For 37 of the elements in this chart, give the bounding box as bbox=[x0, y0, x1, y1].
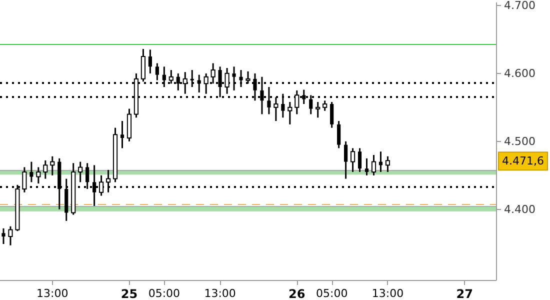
candlestick bbox=[43, 160, 48, 180]
x-tick-label: 13:00 bbox=[36, 287, 68, 300]
x-tick-label: 26 bbox=[288, 287, 306, 300]
candlestick bbox=[126, 108, 132, 142]
candlestick bbox=[322, 100, 328, 112]
candlestick bbox=[337, 120, 341, 149]
text: 4.471,6 bbox=[502, 154, 544, 168]
candlestick bbox=[78, 161, 83, 183]
candlestick bbox=[30, 161, 34, 183]
candlestick bbox=[8, 226, 13, 246]
x-tick-label: 05:00 bbox=[148, 287, 180, 300]
candlestick bbox=[358, 147, 362, 173]
candlestick bbox=[22, 166, 27, 194]
candlestick bbox=[50, 156, 55, 176]
y-tick-label: 4.500 bbox=[504, 134, 536, 148]
y-tick-label: 4.700 bbox=[504, 0, 536, 12]
candlestick bbox=[140, 48, 146, 82]
candlestick bbox=[350, 147, 356, 173]
candlestick bbox=[364, 158, 369, 176]
candlestick bbox=[385, 156, 390, 173]
y-tick-label: 4.400 bbox=[504, 202, 536, 216]
x-tick-label: 05:00 bbox=[316, 287, 348, 300]
candlestick bbox=[371, 154, 376, 176]
candlestick bbox=[344, 140, 348, 180]
x-tick-label: 13:00 bbox=[204, 287, 236, 300]
candlestick bbox=[120, 120, 124, 149]
candlestick bbox=[2, 228, 6, 245]
candlestick bbox=[148, 48, 152, 74]
y-tick-label: 4.600 bbox=[504, 66, 536, 80]
candlestick bbox=[316, 101, 320, 118]
candlestick bbox=[288, 101, 292, 126]
x-tick-label: 25 bbox=[120, 287, 138, 300]
candlestick bbox=[155, 62, 159, 81]
candlestick bbox=[330, 101, 334, 129]
x-tick-label: 13:00 bbox=[372, 287, 404, 300]
x-tick-label: 27 bbox=[456, 287, 473, 300]
candlestick bbox=[36, 166, 41, 184]
